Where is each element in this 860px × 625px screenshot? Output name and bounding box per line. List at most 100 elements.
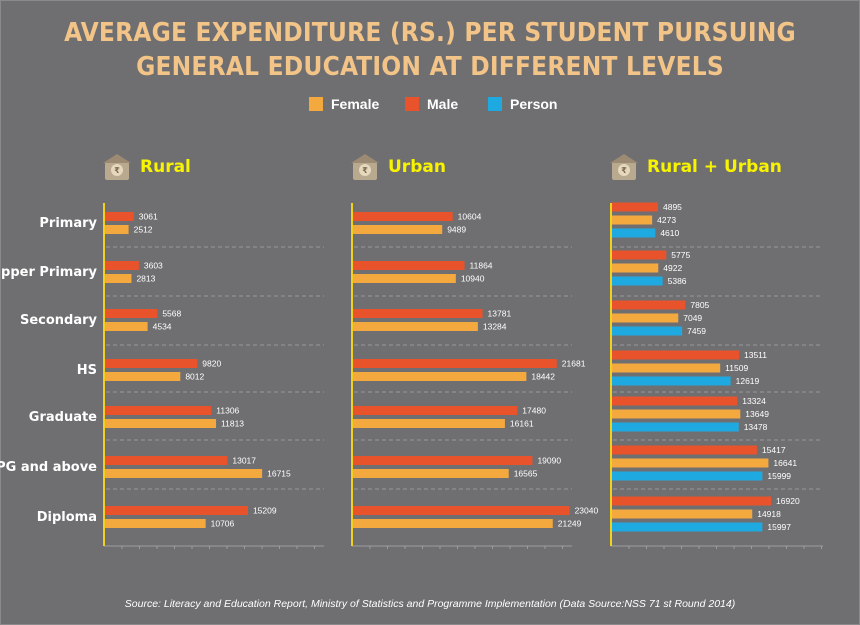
data-label: 12619 <box>736 376 760 386</box>
bar-male <box>612 202 659 212</box>
data-label: 10604 <box>458 212 482 222</box>
data-label: 15999 <box>767 471 791 481</box>
data-label: 9489 <box>447 225 466 235</box>
bar-female <box>353 419 505 428</box>
bar-male <box>105 456 228 465</box>
chart-title-line-2: GENERAL EDUCATION AT DIFFERENT LEVELS <box>136 52 724 82</box>
chart-title-line-1: AVERAGE EXPENDITURE (RS.) PER STUDENT PU… <box>64 18 796 48</box>
legend-swatch-person <box>488 97 502 111</box>
bar-male <box>353 309 483 318</box>
data-label: 4534 <box>153 322 172 332</box>
bar-male <box>612 496 772 506</box>
data-label: 10706 <box>211 519 235 529</box>
bar-male <box>612 396 738 406</box>
legend-label-female: Female <box>331 96 380 112</box>
bar-female <box>105 322 148 331</box>
category-label: Diploma <box>37 510 97 525</box>
data-label: 16565 <box>514 469 538 479</box>
data-label: 5568 <box>162 309 181 319</box>
data-label: 5775 <box>671 250 690 260</box>
category-label: HS <box>77 363 97 378</box>
bar-female <box>353 469 509 478</box>
data-label: 13324 <box>742 396 766 406</box>
data-label: 19090 <box>537 456 561 466</box>
data-label: 11509 <box>725 363 748 373</box>
bar-male <box>612 250 667 260</box>
bar-male <box>105 212 134 221</box>
bar-female <box>353 372 527 381</box>
data-label: 9820 <box>202 359 221 369</box>
data-label: 13284 <box>483 322 507 332</box>
svg-text:₹: ₹ <box>114 166 120 175</box>
bar-male <box>353 406 518 415</box>
bar-person <box>612 471 763 481</box>
data-label: 2512 <box>134 225 153 235</box>
data-label: 15417 <box>762 445 786 455</box>
bar-female <box>612 458 769 468</box>
bar-female <box>612 215 653 225</box>
bar-male <box>105 359 198 368</box>
data-label: 13478 <box>744 422 768 432</box>
bar-female <box>612 409 741 419</box>
data-label: 15997 <box>767 522 791 532</box>
bar-female <box>105 372 181 381</box>
data-label: 16641 <box>773 458 797 468</box>
data-label: 4610 <box>660 228 679 238</box>
chart-title: AVERAGE EXPENDITURE (RS.) PER STUDENT PU… <box>0 16 860 84</box>
panel-title-rural: ₹ Rural <box>102 152 191 182</box>
house-money-icon: ₹ <box>103 154 131 180</box>
data-label: 14918 <box>757 509 781 519</box>
bar-female <box>105 519 206 528</box>
bar-female <box>353 274 456 283</box>
data-label: 16715 <box>267 469 291 479</box>
bar-person <box>612 522 763 532</box>
category-label: Graduate <box>29 410 97 425</box>
bar-female <box>353 322 478 331</box>
bar-male <box>353 359 557 368</box>
data-label: 13511 <box>744 350 767 360</box>
legend: Female Male Person <box>0 96 860 116</box>
data-label: 3603 <box>144 261 163 271</box>
bar-person <box>612 422 739 432</box>
bar-female <box>612 509 753 519</box>
bar-male <box>105 506 248 515</box>
bar-male <box>105 261 139 270</box>
panel-label-urban: Urban <box>388 157 446 177</box>
bar-female <box>105 274 132 283</box>
data-label: 21681 <box>562 359 586 369</box>
data-label: 2813 <box>136 274 155 284</box>
data-label: 13017 <box>232 456 256 466</box>
data-label: 16161 <box>510 419 534 429</box>
bar-female <box>353 519 553 528</box>
bar-female <box>612 363 721 373</box>
panel-title-urban: ₹ Urban <box>350 152 446 182</box>
legend-label-person: Person <box>510 96 558 112</box>
data-label: 16920 <box>776 496 800 506</box>
data-label: 5386 <box>668 276 687 286</box>
source-note: Source: Literacy and Education Report, M… <box>124 598 736 610</box>
data-label: 17480 <box>522 406 546 416</box>
svg-text:₹: ₹ <box>621 166 627 175</box>
bar-female <box>353 225 443 234</box>
bar-male <box>105 309 158 318</box>
data-label: 7049 <box>683 313 702 323</box>
bar-female <box>105 469 263 478</box>
legend-item-person: Person <box>488 96 557 112</box>
bar-male <box>612 300 686 310</box>
bar-male <box>612 445 757 455</box>
bar-male <box>612 350 740 360</box>
data-label: 7805 <box>690 300 709 310</box>
bar-male <box>353 506 570 515</box>
bar-person <box>612 326 683 336</box>
data-label: 3061 <box>139 212 158 222</box>
category-label: Primary <box>39 216 97 231</box>
bar-male <box>353 261 465 270</box>
svg-text:₹: ₹ <box>362 166 368 175</box>
panel-title-rural-urban: ₹ Rural + Urban <box>609 152 782 182</box>
data-label: 18442 <box>531 372 555 382</box>
bar-person <box>612 228 656 238</box>
house-money-icon: ₹ <box>351 154 379 180</box>
data-label: 13781 <box>488 309 512 319</box>
panel-label-rural-urban: Rural + Urban <box>647 157 782 177</box>
